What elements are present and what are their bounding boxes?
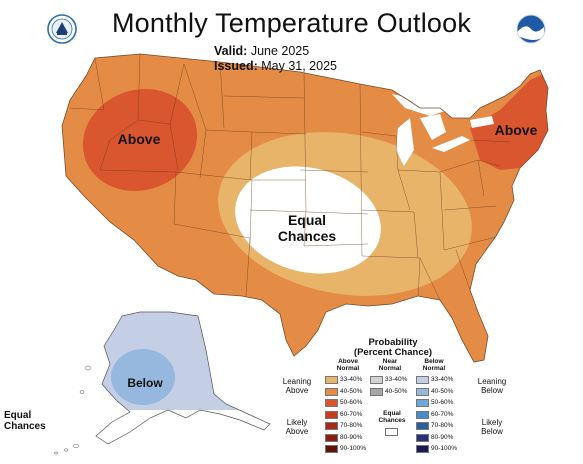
- legend-above-swatch-2: [325, 399, 338, 407]
- legend-below-swatch-1: [416, 387, 429, 396]
- west-above-label: Above: [117, 131, 161, 147]
- legend-above-swatch-0: [325, 376, 338, 384]
- legend-near-swatch-1: [370, 387, 383, 396]
- legend-above-range-5: 80-90%: [340, 433, 363, 441]
- legend-above-swatch-4: [325, 422, 338, 430]
- legend-above-swatch-3: [325, 410, 338, 419]
- legend-likely-above: Likely Above: [285, 418, 309, 436]
- issued-label: Issued:: [214, 59, 258, 73]
- legend-above-swatch-5: [325, 433, 338, 442]
- legend-below-range-3: 60-70%: [431, 410, 454, 418]
- legend-below-swatch-3: [416, 410, 429, 419]
- legend-below-range-4: 70-80%: [431, 422, 454, 429]
- legend-below-swatch-0: [416, 376, 429, 384]
- valid-value: June 2025: [250, 44, 310, 58]
- legend-below-swatch-2: [416, 399, 429, 407]
- legend-title-line1: Probability: [368, 337, 418, 348]
- legend-above-range-2: 50-60%: [340, 399, 363, 406]
- legend-below-range-5: 80-90%: [431, 433, 454, 441]
- alaska-equal-label: Equal Chances: [4, 410, 46, 432]
- legend-below-range-6: 90-100%: [431, 445, 458, 452]
- noaa-logo-icon: [516, 14, 546, 44]
- page-title: Monthly Temperature Outlook: [111, 8, 472, 38]
- noaa-nws-seal-icon: [47, 14, 77, 44]
- central-equal-label: Equal Chances: [277, 212, 337, 244]
- legend-below-swatch-5: [416, 433, 429, 442]
- legend-above-swatch-1: [325, 387, 338, 396]
- legend-near-range-0: 33-40%: [385, 376, 408, 383]
- legend-above-range-0: 33-40%: [340, 376, 363, 383]
- legend-below-range-1: 40-50%: [431, 387, 454, 395]
- legend-likely-below: Likely Below: [481, 418, 503, 436]
- legend-equal-swatch: [385, 428, 398, 436]
- legend-below-swatch-6: [416, 445, 429, 453]
- legend-below-range-2: 50-60%: [431, 399, 454, 406]
- legend-title: Probability (Percent Chance): [338, 338, 448, 358]
- legend-above-range-4: 70-80%: [340, 422, 363, 429]
- valid-label: Valid:: [214, 44, 248, 58]
- legend-col-above: Above Normal: [336, 358, 360, 372]
- legend-leaning-below: Leaning Below: [477, 377, 507, 395]
- legend-col-near: Near Normal: [378, 358, 402, 372]
- legend-equal-label: Equal Chances: [378, 410, 406, 424]
- issued-value: May 31, 2025: [261, 59, 337, 73]
- legend-above-swatch-6: [325, 445, 338, 453]
- legend-near-range-1: 40-50%: [385, 387, 408, 395]
- northeast-above-label: Above: [494, 122, 538, 138]
- legend-above-range-3: 60-70%: [340, 410, 363, 418]
- legend-near-swatch-0: [370, 376, 383, 384]
- legend-above-range-6: 90-100%: [340, 445, 367, 452]
- legend-below-range-0: 33-40%: [431, 376, 454, 383]
- alaska-below-label: Below: [127, 376, 163, 390]
- legend-col-below: Below Normal: [422, 358, 446, 372]
- valid-issued-block: Valid: June 2025 Issued: May 31, 2025: [214, 44, 337, 74]
- legend-below-swatch-4: [416, 422, 429, 430]
- legend-title-line2: (Percent Chance): [353, 347, 433, 358]
- legend-leaning-above: Leaning Above: [282, 377, 312, 395]
- legend-above-range-1: 40-50%: [340, 387, 363, 395]
